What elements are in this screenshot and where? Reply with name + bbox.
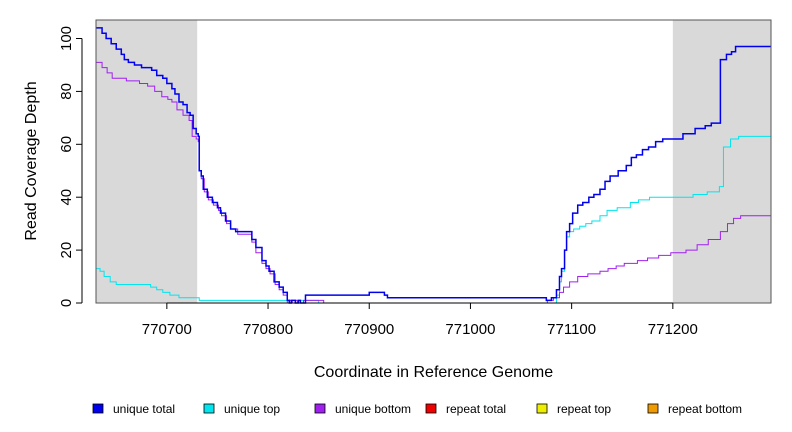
y-tick-label: 20	[58, 242, 75, 259]
y-tick-label: 60	[58, 136, 75, 153]
legend-swatch-repeat-bottom	[647, 403, 659, 414]
legend-label-repeat-top: repeat top	[557, 402, 611, 416]
x-axis-title: Coordinate in Reference Genome	[314, 364, 553, 381]
shaded-region-1	[96, 20, 198, 303]
legend-swatch-unique-top	[203, 403, 215, 414]
series-line-unique-bottom	[96, 61, 771, 304]
legend-label-unique-total: unique total	[113, 402, 175, 416]
legend-swatch-unique-total	[92, 403, 104, 414]
legend-label-repeat-bottom: repeat bottom	[668, 402, 742, 416]
x-tick-label: 771100	[547, 321, 596, 338]
shaded-region-2	[672, 20, 771, 303]
x-tick-label: 770800	[243, 321, 293, 338]
series-line-unique-top	[96, 135, 771, 304]
y-tick-label: 80	[58, 83, 75, 100]
shaded-regions	[96, 20, 771, 303]
x-tick-label: 770900	[344, 321, 394, 338]
series-lines	[96, 27, 771, 304]
axes: 770700 770800 770900 771000 771100 771200 0 20 4…	[58, 26, 698, 338]
y-tick-label: 0	[58, 299, 75, 307]
legend-label-unique-bottom: unique bottom	[335, 402, 411, 416]
legend-swatch-repeat-total	[425, 403, 437, 414]
legend: unique total unique top unique bottom repea…	[92, 402, 742, 416]
plot-frame	[95, 19, 772, 304]
legend-swatch-repeat-top	[536, 403, 548, 414]
y-axis-title: Read Coverage Depth	[23, 81, 40, 240]
y-tick-label: 40	[58, 189, 75, 206]
legend-label-unique-top: unique top	[224, 402, 280, 416]
y-tick-label: 100	[58, 26, 75, 51]
x-tick-label: 771000	[445, 321, 495, 338]
x-tick-label: 770700	[142, 321, 192, 338]
legend-label-repeat-total: repeat total	[446, 402, 506, 416]
legend-swatch-unique-bottom	[314, 403, 326, 414]
x-tick-label: 771200	[648, 321, 698, 338]
series-line-unique-total	[96, 27, 771, 304]
